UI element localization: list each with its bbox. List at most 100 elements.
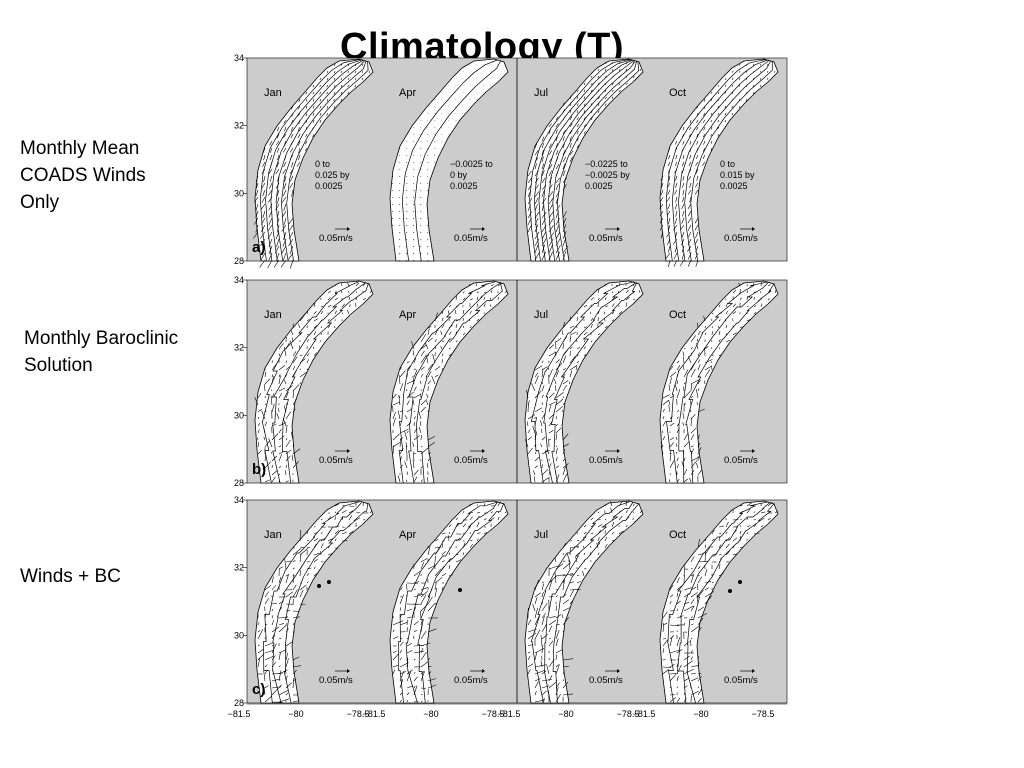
velocity-vector xyxy=(590,297,595,301)
velocity-vector xyxy=(562,560,566,563)
velocity-vector xyxy=(398,394,401,399)
scale-arrowhead xyxy=(752,669,755,673)
velocity-vector xyxy=(285,609,291,612)
velocity-vector xyxy=(541,634,548,640)
velocity-vector xyxy=(534,375,539,385)
velocity-vector xyxy=(703,98,706,102)
velocity-vector xyxy=(597,332,601,336)
x-tick-label: −78.5 xyxy=(482,709,505,719)
velocity-vector xyxy=(340,98,343,102)
month-label: Jul xyxy=(534,529,548,541)
velocity-vector xyxy=(469,532,471,535)
velocity-vector xyxy=(392,665,399,668)
velocity-vector xyxy=(255,175,259,182)
velocity-vector xyxy=(434,568,442,577)
velocity-vector xyxy=(313,331,317,336)
velocity-vector xyxy=(697,352,700,357)
velocity-vector xyxy=(690,335,696,343)
ocean-domain xyxy=(389,280,509,484)
velocity-vector xyxy=(752,84,755,87)
velocity-vector xyxy=(263,175,266,182)
velocity-vector xyxy=(504,290,508,294)
velocity-vector xyxy=(541,623,548,633)
scale-arrowhead xyxy=(347,449,350,453)
velocity-vector xyxy=(327,304,332,308)
velocity-vector xyxy=(527,619,532,626)
velocity-vector xyxy=(448,574,454,577)
velocity-vector xyxy=(412,350,415,357)
velocity-vector xyxy=(669,600,672,605)
velocity-vector xyxy=(548,625,552,633)
velocity-vector xyxy=(412,460,415,469)
x-tick-label: −81.5 xyxy=(498,709,521,719)
velocity-vector xyxy=(413,410,416,413)
velocity-vector xyxy=(334,297,339,301)
velocity-vector xyxy=(406,582,418,584)
velocity-vector xyxy=(611,297,615,301)
velocity-vector xyxy=(292,384,300,392)
y-tick-label: 34 xyxy=(234,275,244,285)
velocity-vector xyxy=(541,368,544,378)
velocity-vector xyxy=(347,282,350,287)
velocity-vector xyxy=(271,678,281,682)
velocity-vector xyxy=(687,203,692,209)
velocity-vector xyxy=(667,189,671,195)
velocity-vector xyxy=(278,665,281,668)
velocity-vector xyxy=(669,371,677,378)
contour-line xyxy=(283,503,369,704)
velocity-vector xyxy=(406,189,408,191)
velocity-vector xyxy=(441,359,443,364)
velocity-vector xyxy=(278,652,281,661)
velocity-vector xyxy=(319,91,322,95)
velocity-vector xyxy=(618,311,623,315)
velocity-vector xyxy=(541,149,544,156)
velocity-vector xyxy=(590,82,593,86)
velocity-vector xyxy=(676,577,680,584)
velocity-vector xyxy=(689,154,692,160)
velocity-vector xyxy=(527,436,532,441)
velocity-vector xyxy=(292,444,295,448)
velocity-vector xyxy=(413,588,416,591)
month-label: Jul xyxy=(534,309,548,321)
velocity-vector xyxy=(292,448,301,455)
velocity-vector xyxy=(611,82,614,86)
velocity-vector xyxy=(413,452,417,455)
velocity-vector xyxy=(406,619,408,626)
velocity-vector xyxy=(534,372,539,378)
velocity-vector xyxy=(420,406,426,413)
velocity-vector xyxy=(277,196,280,204)
velocity-vector xyxy=(555,589,558,591)
velocity-vector xyxy=(562,136,565,142)
velocity-vector xyxy=(406,238,408,241)
velocity-vector xyxy=(683,692,686,696)
velocity-vector xyxy=(697,538,700,549)
velocity-vector xyxy=(718,573,724,577)
velocity-vector xyxy=(413,571,421,577)
velocity-vector xyxy=(690,637,693,640)
velocity-vector xyxy=(292,616,300,619)
velocity-vector xyxy=(554,557,557,563)
velocity-vector xyxy=(334,530,340,535)
velocity-vector xyxy=(306,325,308,329)
velocity-vector xyxy=(285,560,291,563)
velocity-vector xyxy=(576,589,581,591)
velocity-vector xyxy=(406,671,412,682)
velocity-vector xyxy=(455,295,457,301)
velocity-vector xyxy=(448,347,451,350)
velocity-vector xyxy=(731,112,734,116)
velocity-vector xyxy=(327,325,331,329)
month-label: Apr xyxy=(399,529,416,541)
velocity-vector xyxy=(292,669,297,675)
velocity-vector xyxy=(597,68,600,72)
velocity-vector xyxy=(682,182,685,188)
velocity-vector xyxy=(448,535,450,542)
velocity-vector xyxy=(441,543,443,549)
velocity-vector xyxy=(277,126,280,132)
velocity-vector xyxy=(285,591,294,598)
contour-note: 0 to 0.015 by 0.0025 xyxy=(720,159,755,191)
velocity-vector xyxy=(569,136,572,142)
month-label: Jul xyxy=(534,87,548,99)
velocity-vector xyxy=(312,346,315,350)
velocity-vector xyxy=(583,354,587,357)
velocity-vector xyxy=(483,532,487,535)
